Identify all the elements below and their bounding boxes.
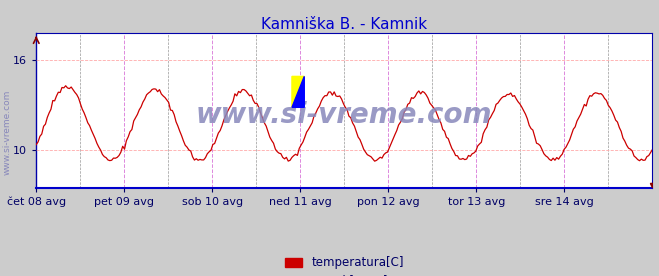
Polygon shape [292,76,304,107]
Legend: temperatura[C], pretok[m3/s]: temperatura[C], pretok[m3/s] [280,252,409,276]
Title: Kamniška B. - Kamnik: Kamniška B. - Kamnik [261,17,428,32]
Text: www.si-vreme.com: www.si-vreme.com [196,101,492,129]
Text: www.si-vreme.com: www.si-vreme.com [3,90,12,175]
Polygon shape [292,76,304,107]
